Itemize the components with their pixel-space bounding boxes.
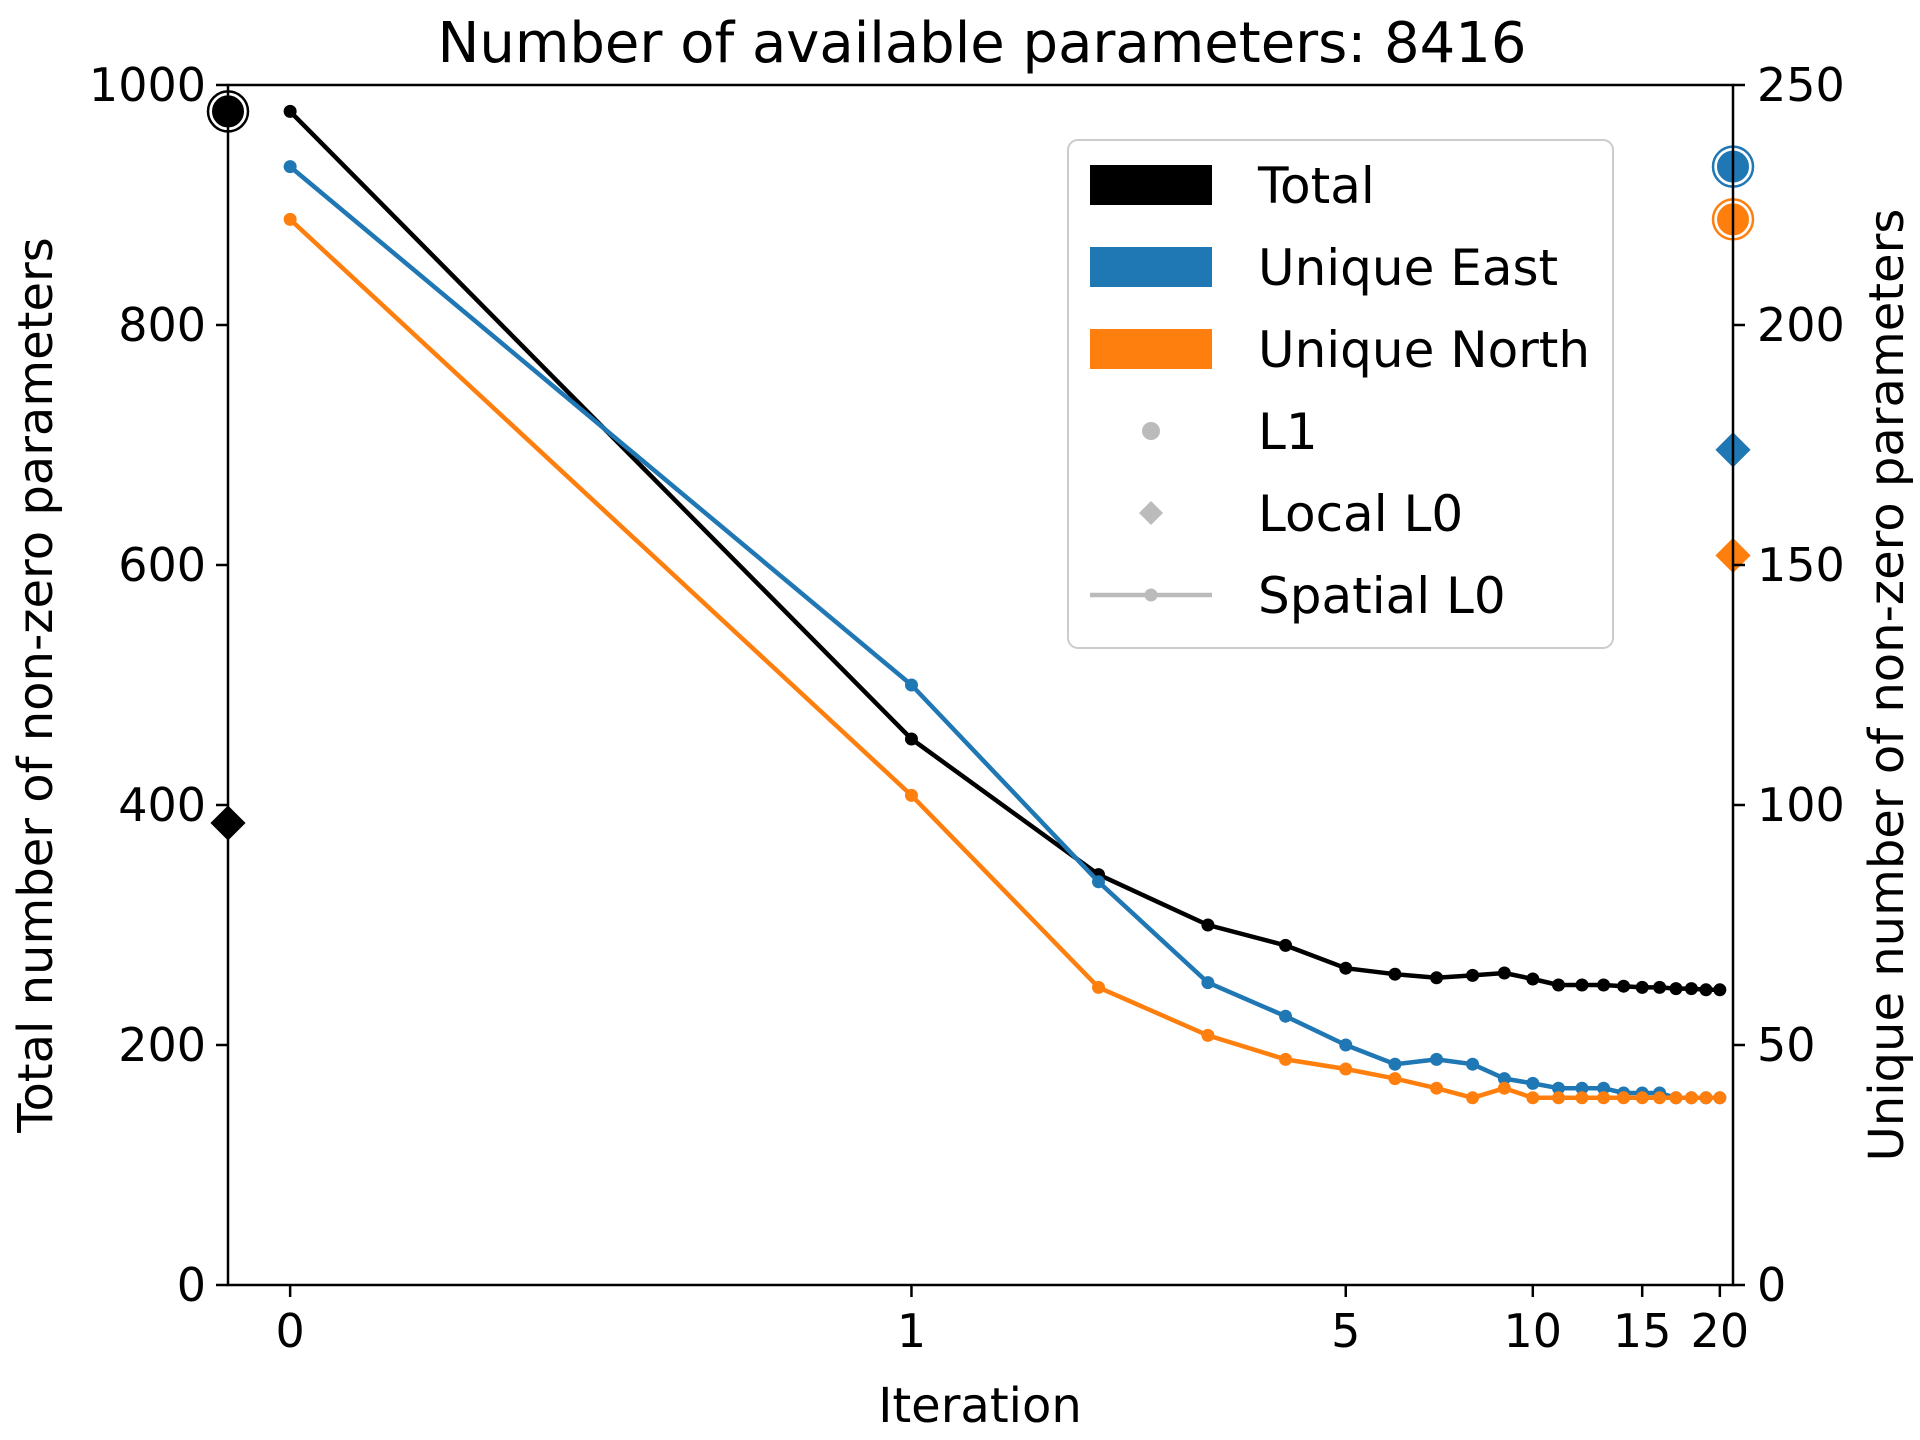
series-point (283, 212, 297, 226)
series-point (1430, 971, 1444, 985)
x-tick-label: 20 (1691, 1304, 1750, 1358)
series-point (1201, 976, 1215, 990)
series-point (904, 788, 918, 802)
x-ticks: 0 1 5 10 15 20 (275, 1285, 1749, 1358)
series-point (1526, 1076, 1540, 1090)
series-point (1597, 978, 1611, 992)
y-right-tick-label: 150 (1757, 538, 1845, 592)
series-point (1597, 1081, 1611, 1095)
legend-label: Local L0 (1258, 485, 1463, 543)
series-point (1430, 1052, 1444, 1066)
x-tick-label: 15 (1613, 1304, 1672, 1358)
series-point (1684, 1091, 1698, 1105)
legend-patch (1090, 329, 1212, 369)
series-point (1552, 978, 1566, 992)
y-right-tick-label: 0 (1757, 1258, 1786, 1312)
series-point (1466, 1057, 1480, 1071)
series-point (904, 678, 918, 692)
series-point (1597, 1091, 1611, 1105)
x-tick-label: 1 (897, 1304, 926, 1358)
series-point (1279, 1052, 1293, 1066)
y-left-tick-label: 1000 (89, 58, 206, 112)
series-point (1430, 1081, 1444, 1095)
series-point (1713, 1091, 1727, 1105)
series-point (1526, 1091, 1540, 1105)
series-layer (283, 104, 1727, 1105)
y-left-tick-label: 600 (118, 538, 206, 592)
y-left-tick-label: 0 (177, 1258, 206, 1312)
series-point (1201, 918, 1215, 932)
legend-patch (1090, 165, 1212, 205)
legend-label: Unique North (1258, 321, 1590, 379)
y-right-tick-label: 100 (1757, 778, 1845, 832)
series-point (1388, 1072, 1402, 1086)
series-point (1669, 982, 1683, 996)
series-point (1575, 1081, 1589, 1095)
series-point (1466, 1091, 1480, 1105)
legend-line-marker (1144, 588, 1158, 602)
series-point (1575, 1091, 1589, 1105)
series-point (1684, 982, 1698, 996)
legend-label: Spatial L0 (1258, 567, 1506, 625)
series-point (1699, 1091, 1713, 1105)
legend-circle-marker (1142, 422, 1160, 440)
series-point (283, 160, 297, 174)
series-point (1092, 875, 1106, 889)
series-point (1575, 978, 1589, 992)
plot-frame (226, 83, 1735, 1287)
y-right-tick-label: 200 (1757, 298, 1845, 352)
series-point (1635, 1091, 1649, 1105)
series-point (1653, 980, 1667, 994)
series-point (1388, 1057, 1402, 1071)
legend-label: Total (1257, 157, 1375, 215)
x-axis-label: Iteration (878, 1378, 1082, 1434)
y-right-axis-label: Unique number of non-zero parameters (1859, 209, 1915, 1162)
legend-patch (1090, 247, 1212, 287)
y-right-ticks: 0 50 100 150 200 250 (1733, 58, 1845, 1312)
legend-label: Unique East (1258, 239, 1558, 297)
y-left-ticks: 0 200 400 600 800 1000 (89, 58, 228, 1312)
series-point (1092, 980, 1106, 994)
series-point (1635, 980, 1649, 994)
y-left-tick-label: 400 (118, 778, 206, 832)
series-point (1497, 1081, 1511, 1095)
series-point (1552, 1091, 1566, 1105)
series-point (1466, 968, 1480, 982)
y-left-axis-label: Total number of non-zero parameters (8, 237, 64, 1133)
y-right-tick-label: 50 (1757, 1018, 1816, 1072)
x-tick-label: 10 (1504, 1304, 1563, 1358)
y-left-tick-label: 200 (118, 1018, 206, 1072)
legend-label: L1 (1258, 403, 1318, 461)
chart-title: Number of available parameters: 8416 (437, 11, 1526, 76)
series-point (1497, 966, 1511, 980)
series-point (1699, 983, 1713, 997)
series-point (283, 104, 297, 118)
series-point (1339, 1062, 1353, 1076)
series-point (1552, 1081, 1566, 1095)
series-point (1653, 1091, 1667, 1105)
series-point (1669, 1091, 1683, 1105)
legend-diamond-marker (1139, 501, 1163, 525)
y-right-tick-label: 250 (1757, 58, 1845, 112)
series-point (904, 732, 918, 746)
x-tick-label: 0 (275, 1304, 304, 1358)
series-point (1279, 938, 1293, 952)
series-point (1497, 1072, 1511, 1086)
y-left-tick-label: 800 (118, 298, 206, 352)
x-tick-label: 5 (1331, 1304, 1360, 1358)
series-point (1617, 979, 1631, 993)
series-point (1201, 1028, 1215, 1042)
series-point (1388, 967, 1402, 981)
series-point (1713, 983, 1727, 997)
series-point (1339, 961, 1353, 975)
series-point (1279, 1009, 1293, 1023)
series-point (1617, 1091, 1631, 1105)
series-point (1339, 1038, 1353, 1052)
series-point (1526, 972, 1540, 986)
legend: Total Unique East Unique North L1 Local L0 Sp… (1067, 139, 1614, 649)
